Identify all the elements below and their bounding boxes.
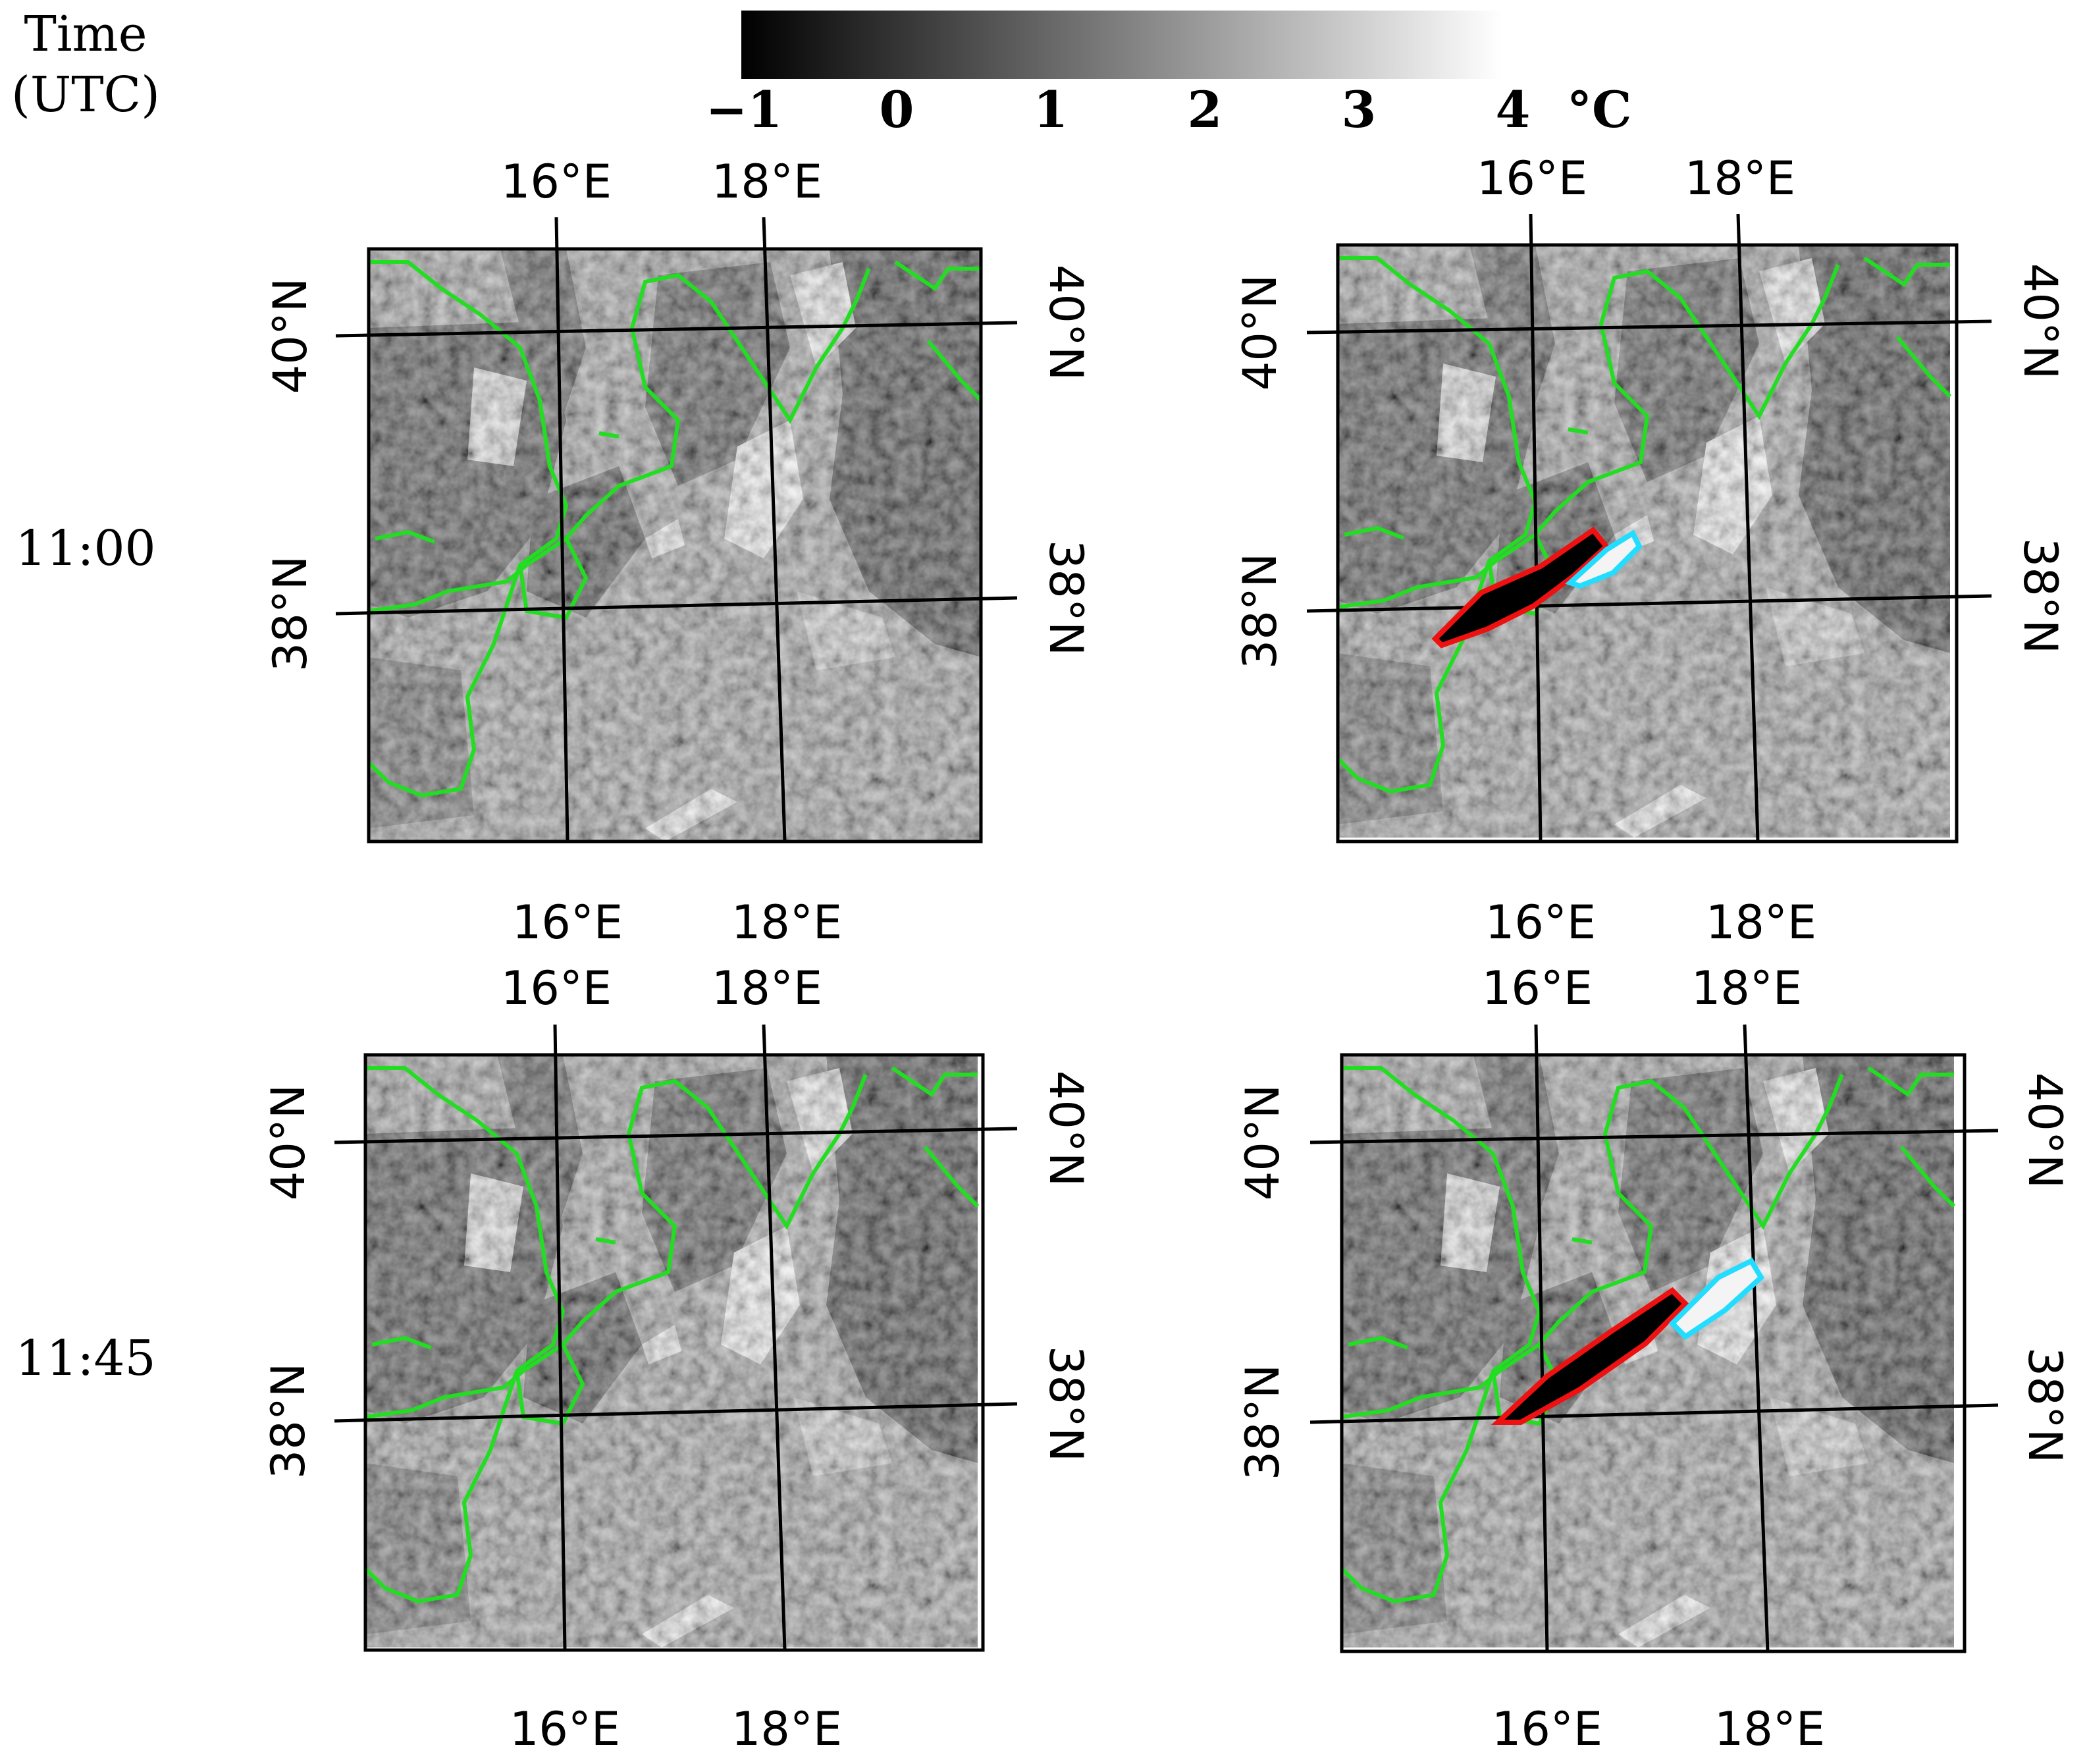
- lon-label-18e: 18°E: [1714, 1702, 1825, 1756]
- lon-label-18e: 18°E: [712, 961, 822, 1015]
- lat-label-40n: 40°N: [2018, 1073, 2072, 1189]
- lat-label-40n: 40°N: [263, 278, 317, 394]
- map-panel-2: [1307, 214, 1992, 842]
- lat-label-40n: 40°N: [1233, 275, 1287, 390]
- lon-label-18e: 18°E: [1685, 151, 1795, 205]
- lon-label-16e: 16°E: [501, 961, 612, 1015]
- lon-label-16e: 16°E: [510, 1702, 620, 1756]
- lat-label-38n: 38°N: [2013, 538, 2067, 654]
- lat-label-40n: 40°N: [2013, 263, 2067, 379]
- lat-label-38n: 38°N: [1039, 1346, 1093, 1462]
- map-panel-4: [1310, 1025, 1998, 1651]
- lon-label-16e: 16°E: [1477, 151, 1587, 205]
- lon-label-16e: 16°E: [501, 155, 612, 209]
- lon-label-18e: 18°E: [731, 1702, 842, 1756]
- lon-label-18e: 18°E: [712, 155, 822, 209]
- lat-label-40n: 40°N: [261, 1084, 315, 1200]
- lon-label-16e: 16°E: [512, 895, 623, 949]
- lat-label-38n: 38°N: [263, 556, 317, 672]
- lon-label-18e: 18°E: [731, 895, 842, 949]
- lat-label-40n: 40°N: [1236, 1084, 1290, 1200]
- lon-label-18e: 18°E: [1691, 961, 1802, 1015]
- map-panel-3: [334, 1025, 1017, 1650]
- lat-label-38n: 38°N: [261, 1363, 315, 1479]
- lat-label-38n: 38°N: [1039, 540, 1093, 656]
- lon-label-16e: 16°E: [1492, 1702, 1602, 1756]
- lat-label-38n: 38°N: [1233, 553, 1287, 669]
- lon-label-18e: 18°E: [1706, 895, 1816, 949]
- map-panel-1: [336, 217, 1017, 842]
- lat-label-38n: 38°N: [2018, 1347, 2072, 1463]
- lon-label-16e: 16°E: [1482, 961, 1593, 1015]
- lon-label-16e: 16°E: [1485, 895, 1596, 949]
- lat-label-38n: 38°N: [1236, 1364, 1290, 1480]
- lat-label-40n: 40°N: [1039, 265, 1093, 381]
- lat-label-40n: 40°N: [1039, 1071, 1093, 1187]
